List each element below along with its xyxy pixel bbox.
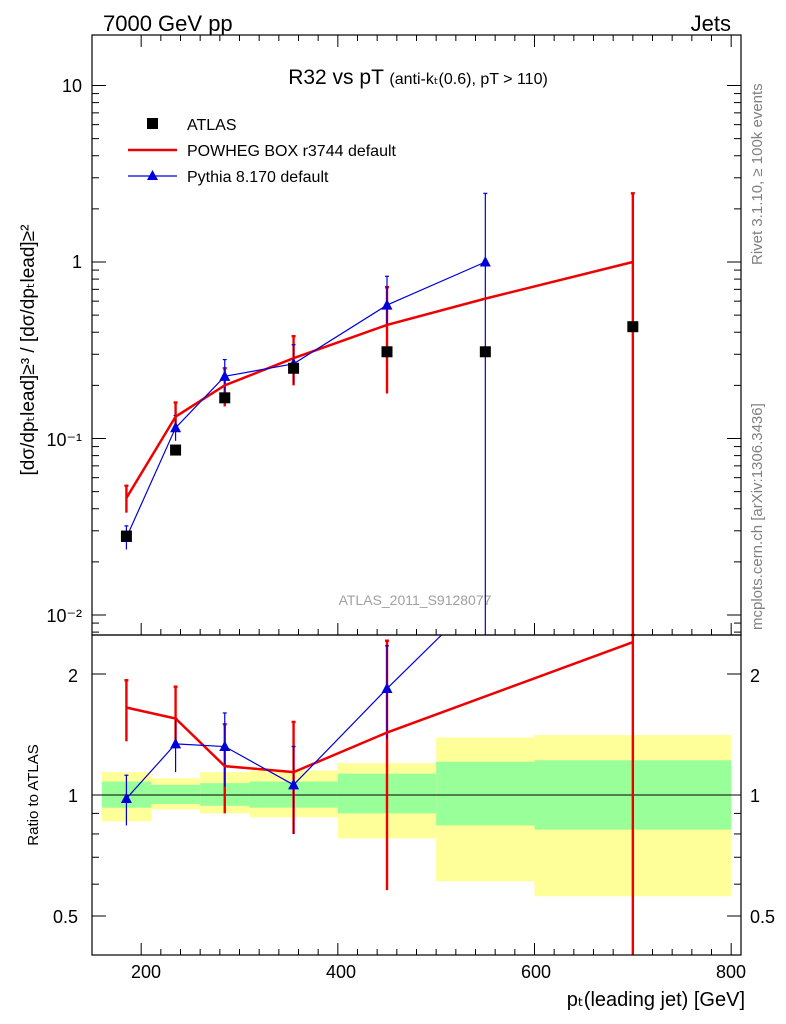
atlas-point-355 [288,362,300,374]
xtick-label-600: 600 [521,962,551,982]
ratio-pythia-point-450 [381,682,393,694]
pythia-point-285 [219,370,231,381]
ratio-ytick-labels: 2 1 0.5 2 1 0.5 [53,666,775,927]
ratio-ytick-label-1-right: 1 [750,786,760,806]
top-ytick-labels: 10 1 10⁻¹ 10⁻² [46,76,82,626]
top-ylabel: [dσ/dpₜlead]≥³ / [dσ/dpₜlead]≥² [18,225,39,476]
legend-atlas-label: ATLAS [187,117,237,134]
legend-atlas-marker [147,118,158,129]
ratio-ytick-label-0.5: 0.5 [53,907,78,927]
ratio-ytick-label-2-right: 2 [750,666,760,686]
band-inner-1 [151,784,201,804]
ratio-pythia-point-285 [219,740,231,752]
pythia-point-450 [381,299,393,310]
atlas-point-185 [120,530,132,542]
atlas-point-285 [219,392,231,404]
legend-powheg-label: POWHEG BOX r3744 default [187,143,397,160]
ytick-label-0.1: 10⁻¹ [46,430,82,450]
plot-frames [91,34,742,956]
pythia-point-550 [479,256,491,267]
ytick-label-0.01: 10⁻² [46,606,82,626]
xtick-label-200: 200 [131,962,161,982]
ytick-label-1: 1 [72,252,82,272]
ratio-ytick-label-0.5-right: 0.5 [750,907,775,927]
chart-title: R32 vs pT (anti-kₜ(0.6), pT > 110) [288,66,548,89]
legend: ATLAS POWHEG BOX r3744 default Pythia 8.… [128,117,397,186]
atlas-point-550 [479,346,491,358]
ratio-pythia-point-235 [170,737,182,749]
atlas-point-450 [381,346,393,358]
legend-pythia-label: Pythia 8.170 default [187,169,329,186]
pythia-point-235 [170,421,182,433]
rivet-text: Rivet 3.1.10, ≥ 100k events [749,83,766,265]
ratio-uncertainty-bands [92,735,741,897]
xtick-labels: 200 400 600 800 [131,962,746,982]
ratio-powheg-line [126,640,634,774]
atlas-point-235 [170,444,182,456]
powheg-line [125,260,634,499]
data-marks [120,192,639,955]
header-right: Jets [691,11,731,36]
ratio-pythia-point-355 [288,778,300,790]
x-axis-label: pₜ(leading jet) [GeV] [567,989,745,1011]
ytick-label-10: 10 [62,76,82,96]
header-left: 7000 GeV pp [103,11,233,36]
ratio-pythia-line [125,635,443,799]
ratio-panel-frame [91,634,742,956]
atlas-point-700 [627,321,639,333]
xtick-label-400: 400 [326,962,356,982]
legend-pythia-marker [147,170,158,180]
pythia-line [125,261,486,538]
analysis-watermark: ATLAS_2011_S9128077 [339,592,492,608]
ratio-ytick-label-2: 2 [68,666,78,686]
band-inner-5 [436,761,535,826]
ratio-ylabel: Ratio to ATLAS [25,744,42,845]
mcplots-text: mcplots.cern.ch [arXiv:1306.3436] [749,403,766,630]
ratio-ytick-label-1: 1 [68,786,78,806]
ratio-pythia-point-185 [120,792,132,804]
xtick-label-800: 800 [716,962,746,982]
